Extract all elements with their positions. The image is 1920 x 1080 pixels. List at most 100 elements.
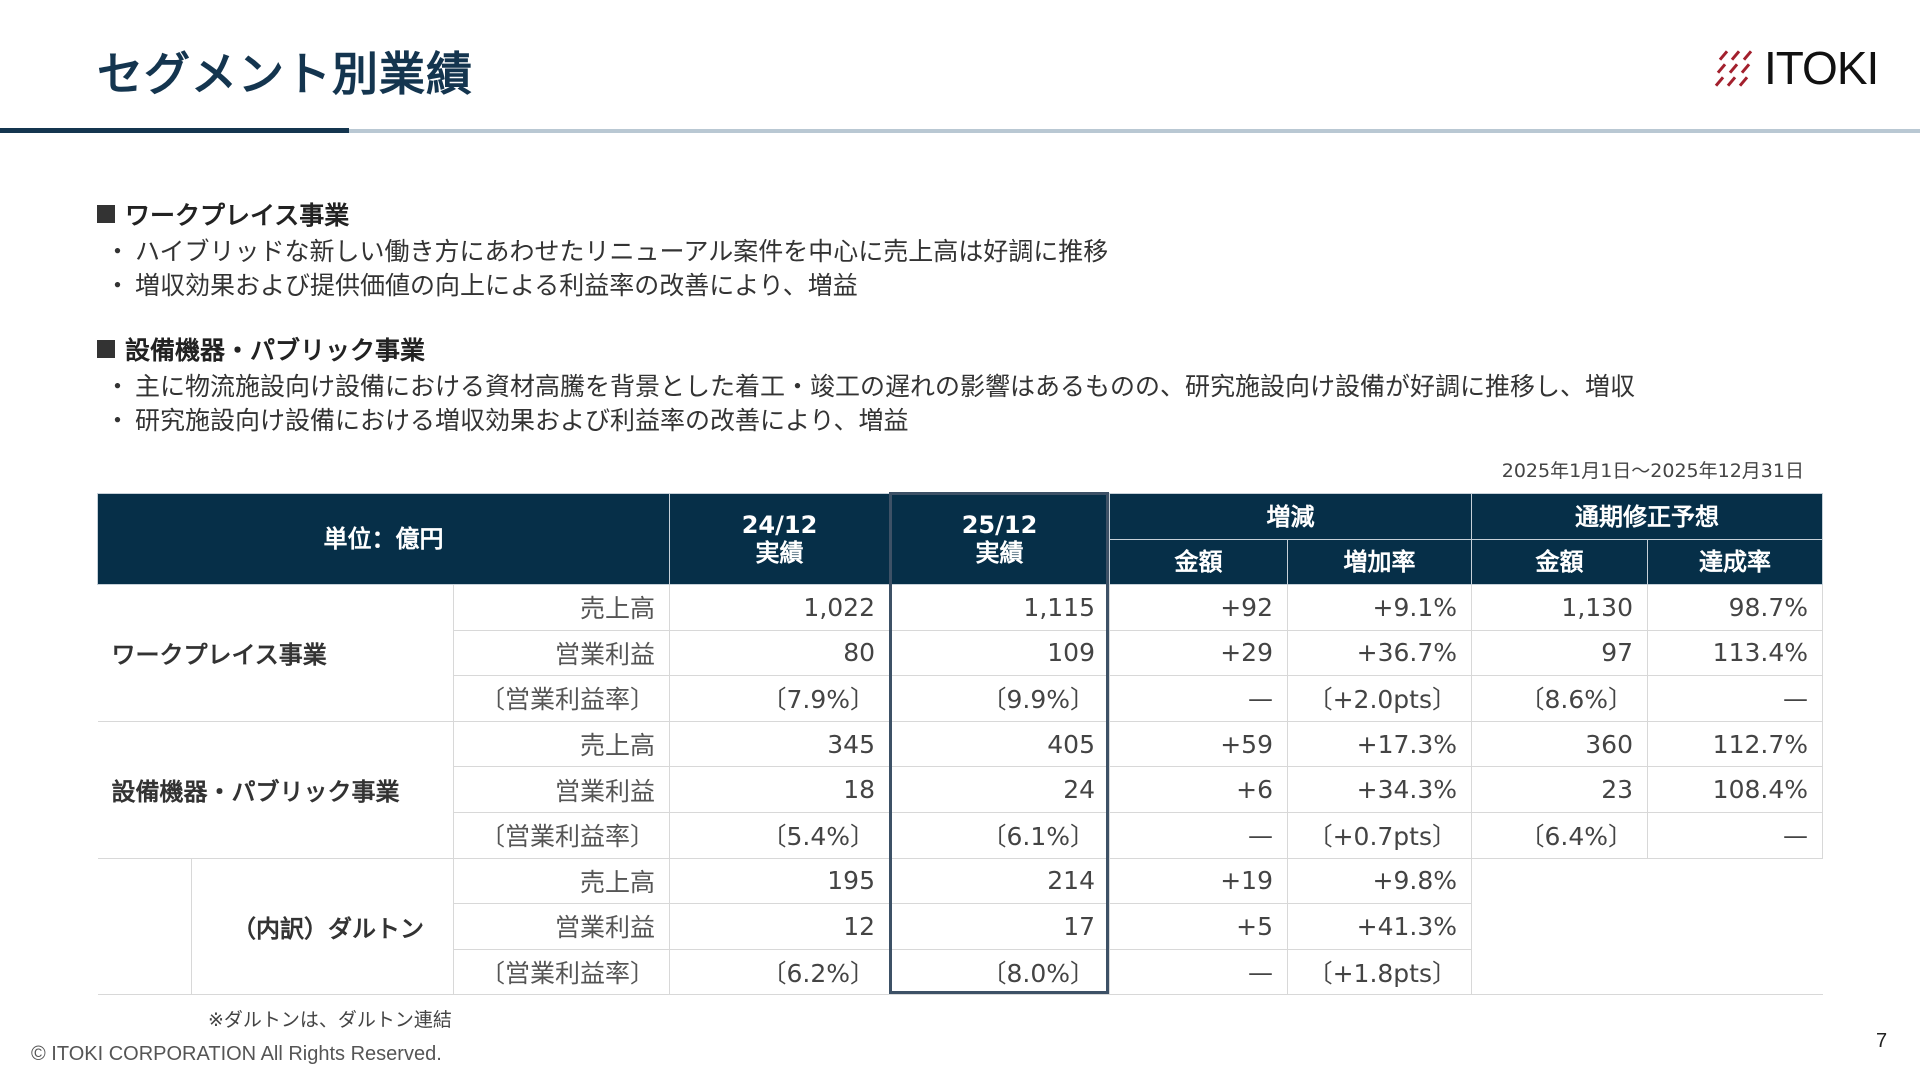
period-label: 2025年1月1日～2025年12月31日: [1501, 460, 1804, 482]
table-cell: 〔9.9%〕: [889, 675, 1110, 722]
table-cell: 24: [889, 766, 1110, 813]
table-cell: 360: [1471, 720, 1648, 768]
table-row: 〔営業利益率〕 〔6.2%〕 〔8.0%〕 — 〔+1.8pts〕: [98, 948, 1823, 996]
bullet-item: ・主に物流施設向け設備における資材高騰を背景とした着工・竣工の遅れの影響はあるも…: [105, 372, 1636, 401]
table-cell: —: [1647, 811, 1823, 859]
bullet-item: ・増収効果および提供価値の向上による利益率の改善により、増益: [105, 271, 858, 300]
table-cell: 345: [669, 720, 890, 768]
page-title: セグメント別業績: [97, 47, 473, 101]
table-cell: —: [1109, 811, 1288, 859]
table-row: ワークプレイス事業 売上高 1,022 1,115 +92 +9.1% 1,130 98.7%: [97, 584, 1823, 722]
table-row: （内訳）ダルトン 売上高 195 214 +19 +9.8%: [97, 857, 1823, 996]
section-heading: ワークプレイス事業: [125, 201, 350, 230]
table-cell: +41.3%: [1287, 903, 1472, 950]
table-cell: 〔8.0%〕: [889, 948, 1110, 996]
metric-label: 〔営業利益率〕: [453, 811, 670, 859]
table-cell: 〔6.1%〕: [889, 811, 1110, 859]
table-cell: 405: [889, 720, 1110, 768]
section-heading: 設備機器・パブリック事業: [125, 336, 426, 365]
table-cell: 1,022: [669, 584, 890, 631]
metric-label: 営業利益: [453, 903, 670, 950]
table-cell: 〔5.4%〕: [669, 811, 890, 859]
table-cell: 195: [669, 857, 890, 905]
table-cell: 〔+1.8pts〕: [1287, 948, 1472, 996]
table-cell: 〔6.4%〕: [1471, 811, 1648, 859]
table-cell: +19: [1109, 857, 1288, 905]
table-cell: +92: [1109, 584, 1288, 631]
achievement-rate-header: 達成率: [1647, 539, 1823, 585]
table-cell: +29: [1109, 629, 1288, 677]
table-cell: +5: [1109, 903, 1288, 950]
metric-label: 売上高: [453, 720, 670, 768]
table-cell: 97: [1471, 629, 1648, 677]
table-cell: —: [1109, 948, 1288, 996]
table-cell: +9.1%: [1287, 584, 1472, 631]
table-cell: +59: [1109, 720, 1288, 768]
unit-header: 単位：億円: [97, 493, 670, 585]
logo-text: ITOKI: [1764, 42, 1879, 94]
table-cell: 108.4%: [1647, 766, 1823, 813]
metric-label: 営業利益: [453, 629, 670, 677]
indent-spacer: [97, 857, 192, 996]
bullet-text: 研究施設向け設備における増収効果および利益率の改善により、増益: [135, 406, 909, 435]
table-cell: 1,115: [889, 584, 1110, 631]
square-bullet-icon: [97, 205, 115, 223]
table-row: 設備機器・パブリック事業 売上高 345 405 +59 +17.3% 360 112.7%: [97, 720, 1823, 859]
table-cell: +17.3%: [1287, 720, 1472, 768]
metric-label: 〔営業利益率〕: [453, 948, 670, 996]
logo-mark-icon: [1714, 48, 1756, 88]
change-header: 増減: [1109, 493, 1472, 540]
segment-label: （内訳）ダルトン: [191, 857, 454, 996]
table-cell: 12: [669, 903, 890, 950]
bullet-text: ハイブリッドな新しい働き方にあわせたリニューアル案件を中心に売上高は好調に推移: [135, 237, 1109, 266]
page-number: 7: [1876, 1030, 1888, 1052]
table-cell: 113.4%: [1647, 629, 1823, 677]
table-row: 〔営業利益率〕 〔5.4%〕 〔6.1%〕 — 〔+0.7pts〕 〔6.4%〕 —: [98, 811, 1823, 859]
table-cell: 〔+0.7pts〕: [1287, 811, 1472, 859]
bullet-text: 主に物流施設向け設備における資材高騰を背景とした着工・竣工の遅れの影響はあるもの…: [135, 372, 1636, 401]
itoki-logo: ITOKI: [1714, 42, 1879, 94]
table-cell: +6: [1109, 766, 1288, 813]
segment-results-table: 単位：億円 24/12 実績 25/12 実績 増減 通期修正予想 金額 増加率 金…: [97, 493, 1823, 996]
forecast-header: 通期修正予想: [1471, 493, 1823, 540]
square-bullet-icon: [97, 340, 115, 358]
bullet-text: 増収効果および提供価値の向上による利益率の改善により、増益: [135, 271, 858, 300]
empty-forecast-cell: [1471, 857, 1823, 996]
metric-label: 営業利益: [453, 766, 670, 813]
header-rule: [349, 129, 1920, 133]
table-cell: 98.7%: [1647, 584, 1823, 631]
table-cell: 〔+2.0pts〕: [1287, 675, 1472, 722]
metric-label: 売上高: [453, 857, 670, 905]
table-row: 〔営業利益率〕 〔7.9%〕 〔9.9%〕 — 〔+2.0pts〕 〔8.6%〕 —: [98, 675, 1823, 722]
forecast-amount-header: 金額: [1471, 539, 1648, 585]
table-cell: 112.7%: [1647, 720, 1823, 768]
header-rule-accent: [0, 128, 349, 133]
table-cell: 214: [889, 857, 1110, 905]
copyright: © ITOKI CORPORATION All Rights Reserved.: [31, 1043, 442, 1065]
metric-label: 売上高: [453, 584, 670, 631]
prev-year-header: 24/12 実績: [669, 493, 890, 585]
table-cell: 18: [669, 766, 890, 813]
metric-label: 〔営業利益率〕: [453, 675, 670, 722]
table-cell: +9.8%: [1287, 857, 1472, 905]
bullet-item: ・ハイブリッドな新しい働き方にあわせたリニューアル案件を中心に売上高は好調に推移: [105, 237, 1109, 266]
table-cell: 〔6.2%〕: [669, 948, 890, 996]
table-cell: +34.3%: [1287, 766, 1472, 813]
change-rate-header: 増加率: [1287, 539, 1472, 585]
table-cell: —: [1647, 675, 1823, 722]
table-cell: 17: [889, 903, 1110, 950]
table-cell: 〔8.6%〕: [1471, 675, 1648, 722]
table-row: 営業利益 18 24 +6 +34.3% 23 108.4%: [98, 766, 1823, 813]
table-cell: +36.7%: [1287, 629, 1472, 677]
table-row: 営業利益 80 109 +29 +36.7% 97 113.4%: [98, 629, 1823, 677]
table-cell: 109: [889, 629, 1110, 677]
bullet-item: ・研究施設向け設備における増収効果および利益率の改善により、増益: [105, 406, 909, 435]
section-equipment: 設備機器・パブリック事業 ・主に物流施設向け設備における資材高騰を背景とした着工…: [97, 331, 1635, 435]
table-cell: 1,130: [1471, 584, 1648, 631]
segment-label: ワークプレイス事業: [97, 584, 454, 722]
current-year-header: 25/12 実績: [889, 493, 1110, 585]
segment-label: 設備機器・パブリック事業: [97, 720, 454, 859]
change-amount-header: 金額: [1109, 539, 1288, 585]
section-workplace: ワークプレイス事業 ・ハイブリッドな新しい働き方にあわせたリニューアル案件を中心…: [97, 196, 1108, 300]
table-cell: —: [1109, 675, 1288, 722]
